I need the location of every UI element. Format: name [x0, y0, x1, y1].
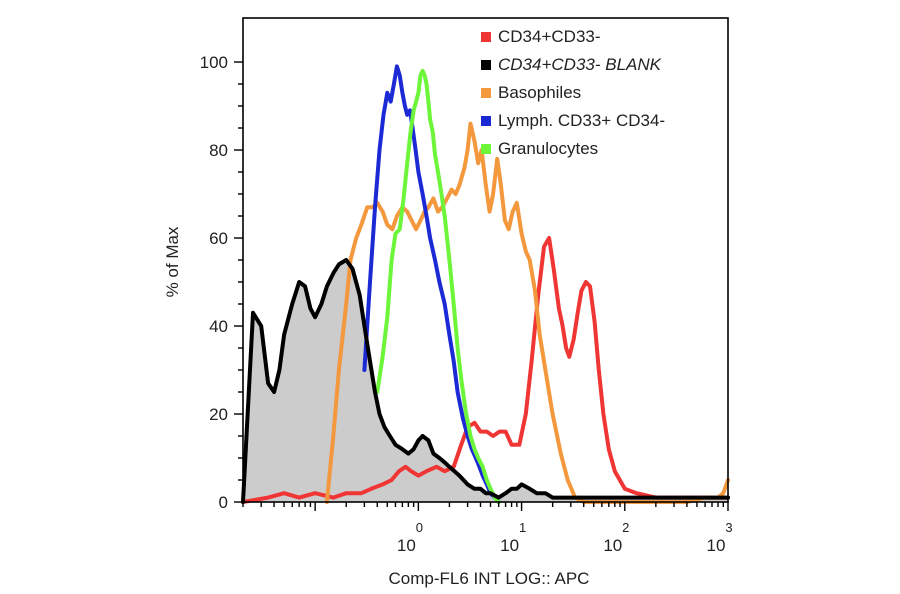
legend-swatch [481, 144, 491, 154]
y-tick-label: 40 [209, 317, 228, 336]
legend-label: CD34+CD33- [498, 27, 601, 46]
x-tick-label: 10 [500, 536, 519, 555]
legend-swatch [481, 116, 491, 126]
series-line-2 [324, 121, 730, 504]
legend-label: Basophiles [498, 83, 581, 102]
series-fill-1 [243, 260, 728, 502]
y-tick-label: 0 [219, 493, 228, 512]
legend-swatch [481, 32, 491, 42]
x-tick-exponent: 3 [725, 520, 732, 535]
x-tick-label: 10 [707, 536, 726, 555]
x-tick-exponent: 0 [416, 520, 423, 535]
x-tick-exponent: 1 [519, 520, 526, 535]
series-line-1 [241, 258, 730, 504]
legend: CD34+CD33- CD34+CD33- BLANK Basophiles Lymp… [481, 27, 665, 158]
y-tick-label: 100 [200, 53, 228, 72]
y-tick-label: 80 [209, 141, 228, 160]
series-line-0 [241, 236, 730, 504]
legend-label: Lymph. CD33+ CD34- [498, 111, 665, 130]
filled-area-layer [243, 260, 728, 502]
y-axis-title: % of Max [163, 226, 182, 297]
x-tick-label: 10 [397, 536, 416, 555]
legend-swatch [481, 88, 491, 98]
series-line-3 [362, 64, 501, 504]
x-axis-title: Comp-FL6 INT LOG:: APC [389, 569, 590, 588]
x-tick-label: 10 [603, 536, 622, 555]
series-line-layer [241, 64, 730, 504]
legend-label: CD34+CD33- BLANK [498, 55, 662, 74]
y-tick-label: 20 [209, 405, 228, 424]
legend-label: Granulocytes [498, 139, 598, 158]
x-tick-exponent: 2 [622, 520, 629, 535]
y-tick-label: 60 [209, 229, 228, 248]
series-line-4 [375, 68, 501, 504]
legend-swatch [481, 60, 491, 70]
